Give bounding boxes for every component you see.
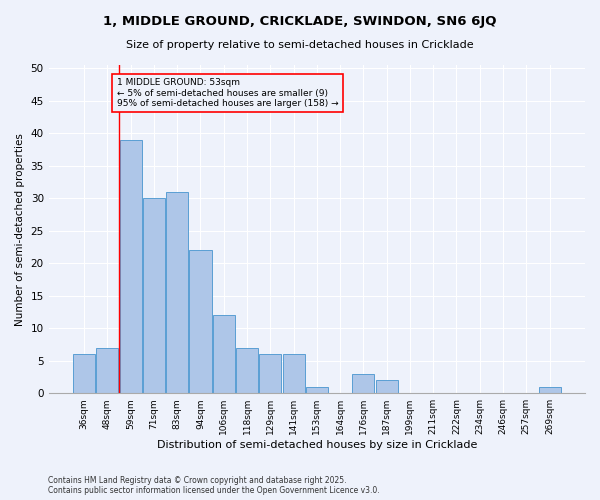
Y-axis label: Number of semi-detached properties: Number of semi-detached properties [15,133,25,326]
Bar [352,374,374,393]
Text: 1, MIDDLE GROUND, CRICKLADE, SWINDON, SN6 6JQ: 1, MIDDLE GROUND, CRICKLADE, SWINDON, SN… [103,15,497,28]
X-axis label: Distribution of semi-detached houses by size in Cricklade: Distribution of semi-detached houses by … [157,440,477,450]
Bar [166,192,188,393]
Bar [73,354,95,393]
Text: Size of property relative to semi-detached houses in Cricklade: Size of property relative to semi-detach… [126,40,474,50]
Bar [306,386,328,393]
Text: Contains HM Land Registry data © Crown copyright and database right 2025.
Contai: Contains HM Land Registry data © Crown c… [48,476,380,495]
Bar [259,354,281,393]
Bar [143,198,165,393]
Bar [212,316,235,393]
Bar [283,354,305,393]
Bar [539,386,560,393]
Bar [119,140,142,393]
Bar [376,380,398,393]
Bar [236,348,258,393]
Bar [190,250,212,393]
Text: 1 MIDDLE GROUND: 53sqm
← 5% of semi-detached houses are smaller (9)
95% of semi-: 1 MIDDLE GROUND: 53sqm ← 5% of semi-deta… [116,78,338,108]
Bar [97,348,118,393]
